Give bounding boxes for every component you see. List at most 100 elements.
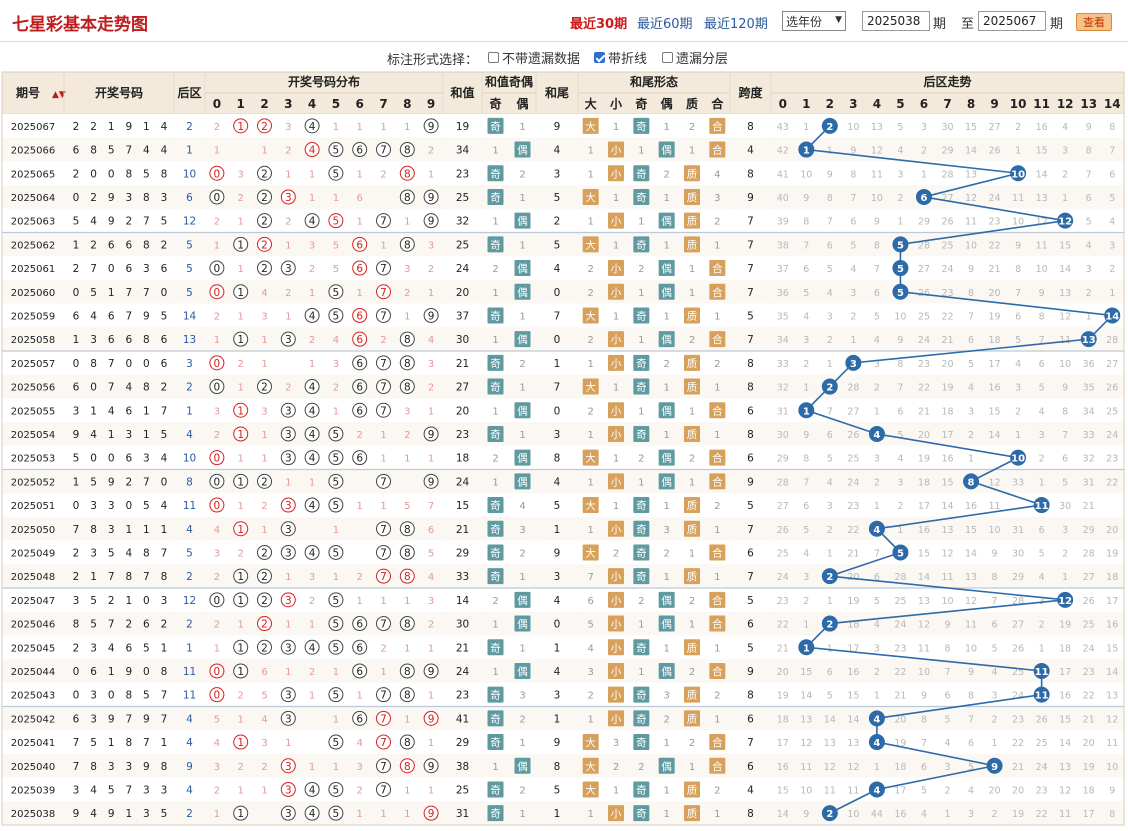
tail-even-badge-bg <box>658 591 675 608</box>
back-trend-miss: 31 <box>1083 477 1095 488</box>
back-trend-miss: 9 <box>1015 240 1021 251</box>
header-tail-form-5: 合 <box>711 96 724 111</box>
row-tail: 7 <box>554 382 561 394</box>
back-trend-miss: 1 <box>803 122 809 133</box>
view-button[interactable]: 查看 <box>1076 13 1112 31</box>
dist-ball-digit: 4 <box>309 500 316 512</box>
row-draw-digit: 4 <box>161 500 168 512</box>
back-trend-miss: 5 <box>850 240 856 251</box>
period-link-60[interactable]: 最近60期 <box>637 17 693 32</box>
tail-small-badge: 小 <box>611 476 622 488</box>
dist-ball <box>304 544 320 560</box>
row-span: 9 <box>747 192 754 204</box>
row-sum: 24 <box>456 476 470 488</box>
back-trend-miss: 11 <box>800 762 812 773</box>
dist-ball <box>233 118 249 134</box>
back-trend-miss: 7 <box>1086 169 1092 180</box>
checkbox-icon[interactable] <box>488 52 499 63</box>
dist-miss: 1 <box>428 288 434 299</box>
back-trend-miss: 42 <box>777 146 789 157</box>
row-span: 6 <box>747 453 754 465</box>
dist-miss: 3 <box>261 406 267 417</box>
issue-from-input[interactable] <box>862 11 930 31</box>
back-trend-miss: 10 <box>965 240 977 251</box>
dist-miss: 1 <box>238 785 244 796</box>
back-trend-miss: 3 <box>1062 146 1068 157</box>
back-trend-miss: 6 <box>827 430 833 441</box>
row-back: 11 <box>183 500 196 512</box>
back-trend-miss: 37 <box>777 264 789 275</box>
period-link-30[interactable]: 最近30期 <box>570 17 628 32</box>
dist-miss: 4 <box>428 335 434 346</box>
back-trend-miss: 4 <box>897 146 903 157</box>
back-trend-miss: 17 <box>1083 809 1095 820</box>
tail-odd-badge: 奇 <box>636 120 647 133</box>
dist-ball <box>328 781 344 797</box>
period-link-120[interactable]: 最近120期 <box>704 17 768 32</box>
row-draw-digit: 8 <box>73 619 80 631</box>
option-polyline[interactable]: 带折线 <box>594 48 647 67</box>
back-trend-miss: 38 <box>777 240 789 251</box>
back-trend-miss: 9 <box>1062 383 1068 394</box>
back-trend-miss: 14 <box>847 714 859 725</box>
back-trend-ball-digit: 12 <box>1058 217 1072 228</box>
back-trend-miss: 20 <box>989 288 1001 299</box>
row-draw-digit: 5 <box>161 429 168 441</box>
row-draw-digit: 5 <box>108 145 115 157</box>
back-trend-ball-digit: 10 <box>1011 169 1025 180</box>
row-draw-digit: 3 <box>125 192 132 204</box>
row-draw-digit: 2 <box>108 595 115 607</box>
parity-odd-badge-bg <box>487 544 504 561</box>
tail-bs-miss: 1 <box>613 501 619 512</box>
row-draw-digit: 3 <box>90 690 97 702</box>
row-back: 12 <box>183 595 196 607</box>
dist-ball <box>328 544 344 560</box>
dist-ball-digit: 9 <box>428 713 435 725</box>
back-trend-miss: 16 <box>918 525 930 536</box>
dist-ball-digit: 9 <box>428 666 435 678</box>
row-draw-digit: 2 <box>161 619 168 631</box>
checkbox-checked-icon[interactable] <box>594 52 605 63</box>
back-trend-miss: 12 <box>847 762 859 773</box>
dist-miss: 1 <box>309 691 315 702</box>
dist-ball-digit: 9 <box>428 476 435 488</box>
checkbox-icon[interactable] <box>662 52 673 63</box>
dist-miss: 3 <box>428 359 434 370</box>
tail-odd-badge-bg <box>633 781 650 798</box>
row-draw-digit: 1 <box>108 429 115 441</box>
back-trend-miss: 10 <box>847 809 859 820</box>
year-select[interactable]: 选年份 ▼ <box>782 11 846 31</box>
row-span: 9 <box>747 666 754 678</box>
tail-prime-badge-bg <box>684 686 700 703</box>
option-no-miss[interactable]: 不带遗漏数据 <box>488 48 580 67</box>
row-draw-digit: 3 <box>143 263 150 275</box>
row-draw-digit: 9 <box>108 808 115 820</box>
page-title: 七星彩基本走势图 <box>12 15 148 35</box>
issue-to-input[interactable] <box>978 11 1046 31</box>
tail-even-badge-bg <box>658 260 675 277</box>
tail-odd-badge: 奇 <box>636 546 647 559</box>
option-layered[interactable]: 遗漏分层 <box>662 48 728 67</box>
back-trend-miss: 23 <box>941 288 953 299</box>
row-draw-digit: 8 <box>161 761 168 773</box>
tail-small-badge-bg <box>608 662 624 679</box>
row-issue: 2025062 <box>11 240 56 251</box>
dist-miss: 2 <box>309 264 315 275</box>
tail-composite-badge: 合 <box>712 452 723 465</box>
header-tail-form-1: 小 <box>610 96 622 111</box>
parity-odd-badge: 奇 <box>490 191 501 204</box>
row-tail: 4 <box>554 595 561 607</box>
back-trend-miss: 41 <box>777 169 789 180</box>
parity-even-badge-bg <box>514 402 531 419</box>
tail-oe-miss: 1 <box>638 620 644 631</box>
tail-composite-badge-bg <box>709 544 726 561</box>
row-draw-digit: 3 <box>90 713 97 725</box>
tail-even-badge: 偶 <box>661 333 672 346</box>
back-trend-miss: 9 <box>803 193 809 204</box>
dist-ball-digit: 6 <box>356 263 363 275</box>
dist-miss: 1 <box>261 335 267 346</box>
row-sum: 21 <box>456 524 469 536</box>
dist-ball-digit: 8 <box>404 168 411 180</box>
tail-composite-badge: 合 <box>712 475 723 488</box>
dist-miss: 1 <box>404 217 410 228</box>
